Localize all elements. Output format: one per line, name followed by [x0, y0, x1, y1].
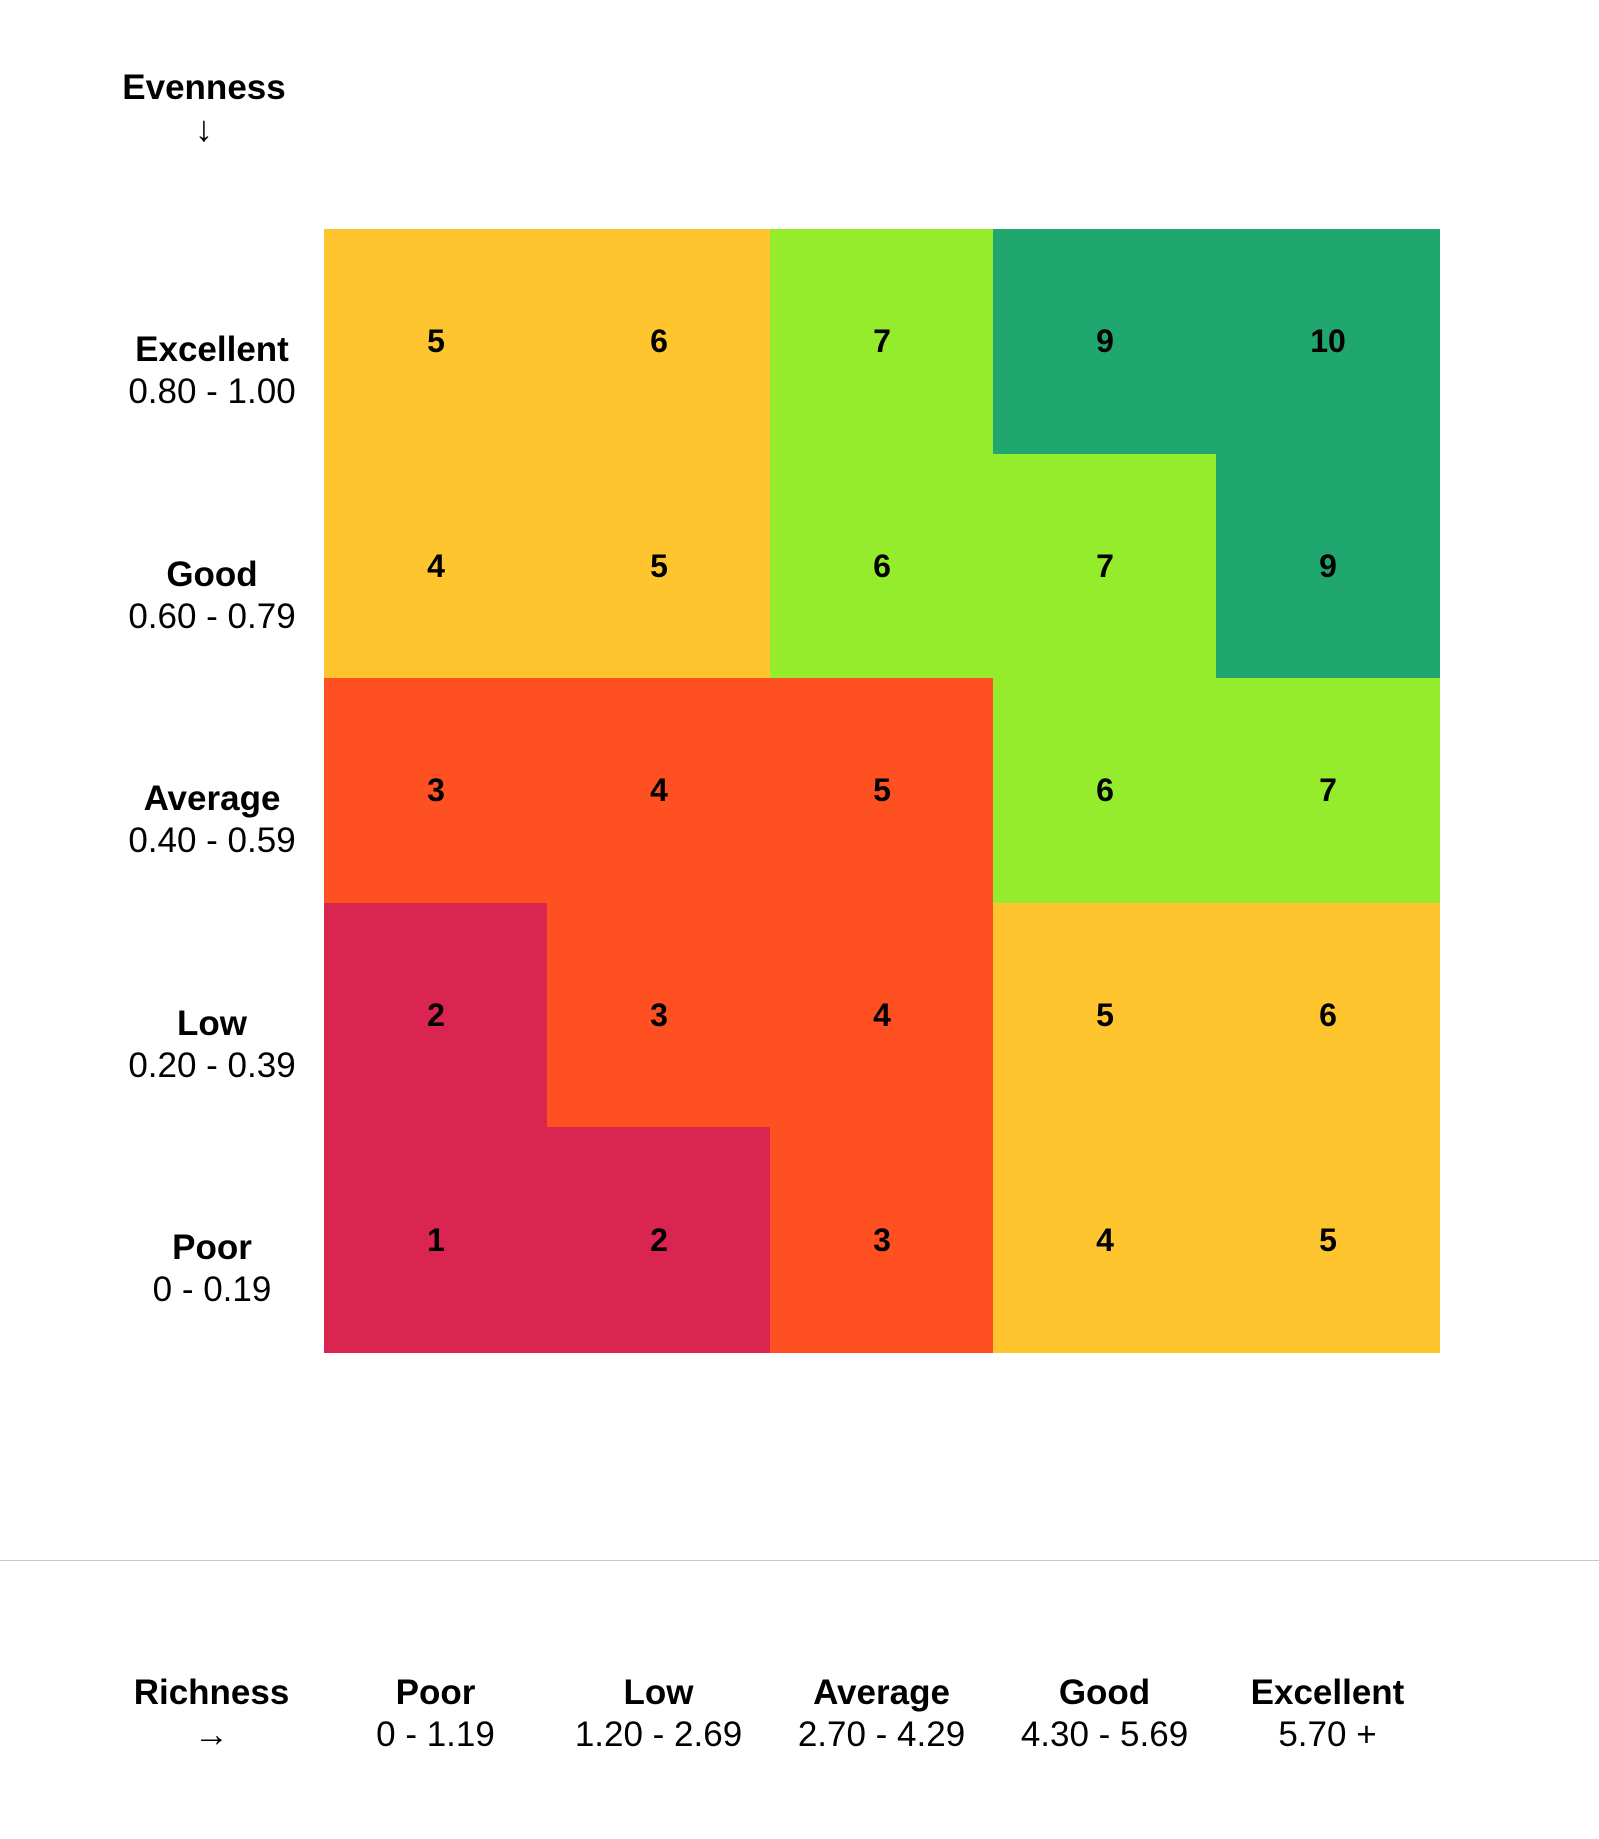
column-label-name: Good	[1058, 1673, 1151, 1712]
column-label: Average 2.70 - 4.29	[770, 1672, 993, 1756]
heatmap-cell: 6	[993, 678, 1217, 904]
column-label-name: Low	[623, 1673, 694, 1712]
row-label-name: Low	[177, 1003, 247, 1043]
heatmap-cell: 3	[324, 678, 548, 904]
heatmap-cell: 6	[1216, 902, 1440, 1129]
row-label: Good 0.60 - 0.79	[92, 554, 332, 638]
x-axis-title: Richness →	[100, 1672, 323, 1756]
heatmap-cell: 6	[547, 229, 771, 455]
row-label: Excellent 0.80 - 1.00	[92, 329, 332, 413]
row-label-range: 0 - 0.19	[152, 1270, 272, 1310]
row-label-range: 0.60 - 0.79	[128, 596, 296, 636]
heatmap-cell: 5	[1216, 1127, 1440, 1353]
column-label-range: 4.30 - 5.69	[1020, 1715, 1189, 1754]
heatmap-cell: 3	[770, 1127, 994, 1353]
row-label: Low 0.20 - 0.39	[92, 1003, 332, 1087]
heatmap-cell: 7	[770, 229, 994, 455]
y-axis-title-text: Evenness	[122, 68, 286, 107]
heatmap-cell: 6	[770, 453, 994, 680]
heatmap-cell: 3	[547, 902, 771, 1129]
row-label: Poor 0 - 0.19	[92, 1227, 332, 1311]
row-label-name: Excellent	[135, 330, 289, 369]
row-label-range: 0.80 - 1.00	[128, 372, 296, 411]
heatmap-cell: 4	[770, 902, 994, 1129]
x-axis-title-text: Richness	[133, 1673, 290, 1712]
heatmap-cell: 4	[324, 453, 548, 680]
row-label-name: Poor	[172, 1228, 252, 1268]
heatmap-cell: 5	[324, 229, 548, 455]
column-label-range: 1.20 - 2.69	[574, 1715, 743, 1754]
column-label-range: 5.70 +	[1278, 1715, 1377, 1754]
row-label-range: 0.20 - 0.39	[128, 1045, 296, 1085]
column-label-range: 2.70 - 4.29	[797, 1715, 966, 1754]
heatmap-cell: 9	[1216, 453, 1440, 680]
heatmap-cell: 9	[993, 229, 1217, 455]
heatmap-cell: 4	[993, 1127, 1217, 1353]
column-label: Excellent 5.70 +	[1216, 1672, 1439, 1756]
heatmap-cell: 5	[547, 453, 771, 680]
column-label: Poor 0 - 1.19	[324, 1672, 547, 1756]
heatmap-cell: 7	[993, 453, 1217, 680]
row-label-name: Good	[166, 554, 258, 594]
down-arrow-icon: ↓	[195, 108, 213, 149]
heatmap-grid: 5 6 7 9 10 4 5 6 7 9 3 4 5 6 7 2 3 4 5 6 1 2 3 4 5	[324, 229, 1440, 1547]
heatmap-cell: 4	[547, 678, 771, 904]
divider	[0, 1560, 1599, 1561]
heatmap-cell: 2	[547, 1127, 771, 1353]
column-label-range: 0 - 1.19	[376, 1715, 495, 1754]
heatmap-cell: 5	[770, 678, 994, 904]
column-label-name: Average	[813, 1673, 950, 1712]
right-arrow-icon: →	[194, 1715, 229, 1754]
row-label: Average 0.40 - 0.59	[92, 778, 332, 862]
row-label-range: 0.40 - 0.59	[128, 821, 296, 861]
column-label-name: Excellent	[1250, 1673, 1405, 1712]
heatmap-cell: 1	[324, 1127, 548, 1353]
column-label: Good 4.30 - 5.69	[993, 1672, 1216, 1756]
heatmap-cell: 2	[324, 902, 548, 1129]
heatmap-cell: 10	[1216, 229, 1440, 455]
column-label-name: Poor	[395, 1673, 476, 1712]
column-label: Low 1.20 - 2.69	[547, 1672, 770, 1756]
heatmap-cell: 7	[1216, 678, 1440, 904]
heatmap-cell: 5	[993, 902, 1217, 1129]
y-axis-title: Evenness ↓	[104, 68, 304, 150]
row-label-name: Average	[143, 779, 281, 819]
